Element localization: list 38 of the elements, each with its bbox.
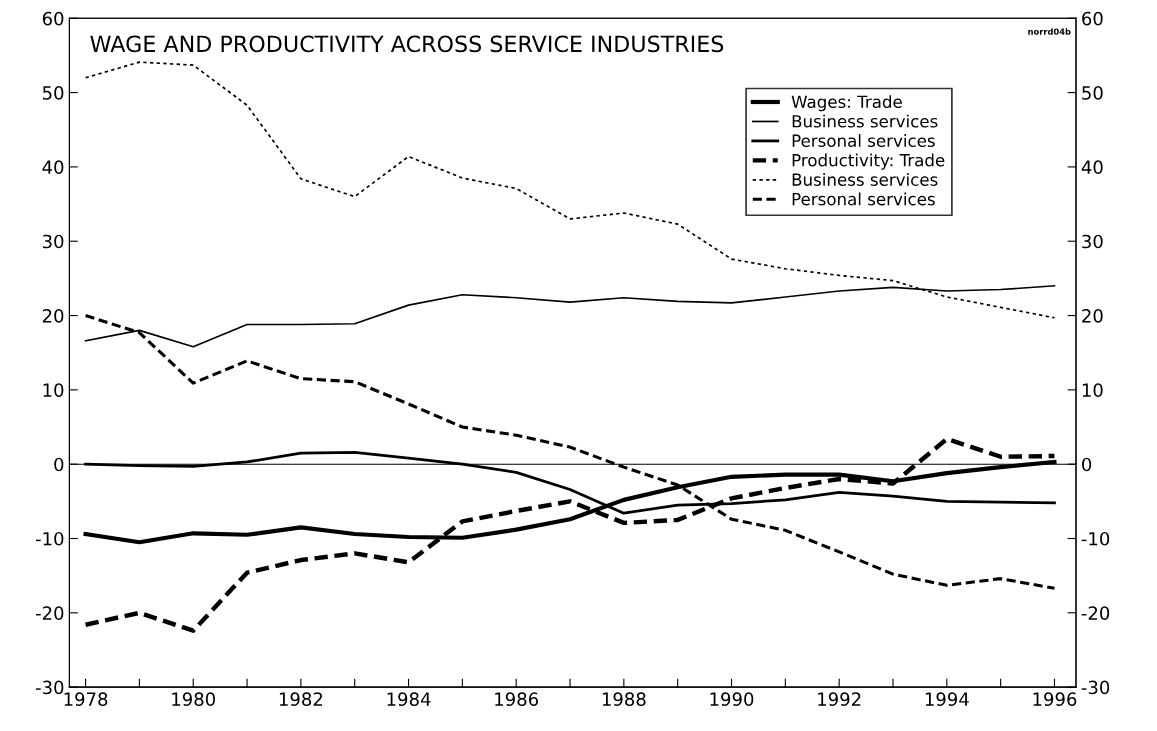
y2-tick-label: 60: [1082, 11, 1103, 26]
y-tick-label: 20: [42, 309, 64, 323]
y-tick-label: -10: [35, 531, 64, 546]
y2-tick-label: 10: [1082, 383, 1103, 397]
x-tick-label: 1986: [495, 692, 539, 706]
x-tick-label: 1978: [64, 692, 108, 706]
annotation: norrd04b: [1028, 28, 1071, 35]
y-tick-label: 50: [42, 86, 64, 100]
legend-label: Personal services: [792, 192, 935, 206]
y2-tick-label: -20: [1081, 606, 1110, 620]
y2-tick-label: 40: [1081, 160, 1103, 175]
y-tick-label: 40: [42, 160, 64, 175]
y-tick-label: -30: [35, 680, 64, 695]
y-tick-label: 0: [54, 457, 64, 472]
x-tick-label: 1990: [710, 692, 754, 706]
text: WAGE AND PRODUCTIVITY ACROSS SERVICE INDUSTRIES: [90, 35, 724, 53]
x-tick-label: 1984: [387, 692, 431, 706]
y2-tick-label: 30: [1082, 234, 1103, 249]
x-tick-label: 1982: [279, 692, 323, 706]
y2-tick-label: -10: [1081, 531, 1110, 546]
x-tick-label: 1988: [602, 692, 646, 706]
y2-tick-label: 0: [1082, 457, 1092, 472]
x-tick-label: 1994: [925, 692, 969, 706]
legend-label: Business services: [792, 173, 938, 186]
y-tick-label: 60: [42, 11, 64, 26]
y2-tick-label: 20: [1082, 309, 1103, 323]
x-tick-label: 1980: [172, 692, 215, 706]
x-tick-label: 1992: [818, 692, 861, 706]
legend-label: Business services: [792, 114, 938, 128]
y2-tick-label: 50: [1082, 86, 1103, 100]
y2-tick-label: -30: [1081, 680, 1110, 695]
y-tick-label: 30: [42, 234, 64, 249]
legend-label: Personal services: [792, 134, 935, 147]
y-tick-label: -20: [35, 606, 64, 620]
legend-label: Productivity: Trade: [792, 153, 945, 170]
y-tick-label: 10: [43, 383, 64, 397]
legend-label: Wages: Trade: [791, 95, 902, 112]
x-tick-label: 1996: [1033, 692, 1077, 706]
